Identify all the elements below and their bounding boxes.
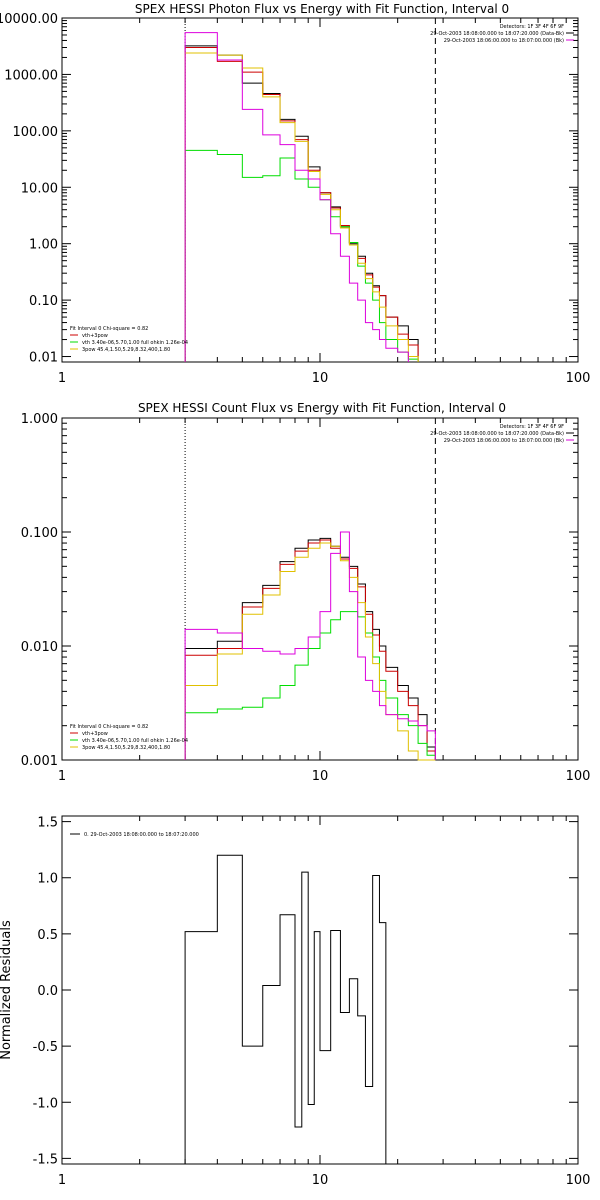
legend-right-entry: 29-Oct-2003 18:08:00.000 to 18:07:20.000… — [430, 31, 564, 37]
y-tick-label: 0.01 — [29, 351, 58, 366]
legend-right-entry: 29-Oct-2003 18:06:00.000 to 18:07:00.000… — [444, 38, 564, 44]
legend-left-entry: Fit Interval 0 Chi-square = 0.82 — [70, 724, 148, 730]
panel1-title: SPEX HESSI Photon Flux vs Energy with Fi… — [135, 2, 509, 16]
residuals-ylabel: Normalized Residuals — [0, 920, 14, 1060]
y-tick-label: -1.0 — [33, 1096, 58, 1111]
y-tick-label: 10.00 — [21, 181, 58, 196]
x-tick-label: 100 — [566, 371, 591, 386]
y-tick-label: 0.5 — [37, 928, 58, 943]
x-tick-label: 100 — [566, 1173, 591, 1188]
panel2-title: SPEX HESSI Count Flux vs Energy with Fit… — [138, 401, 506, 415]
x-tick-label: 1 — [58, 1173, 66, 1188]
residuals-panel: Normalized Residuals 1 10 100 -1.5 -1.0 -0.5 0… — [0, 815, 591, 1188]
y-tick-label: -0.5 — [33, 1040, 58, 1055]
series-bk — [184, 32, 409, 362]
y-tick-label: 0.100 — [21, 526, 58, 541]
series-residuals — [184, 854, 387, 1164]
legend-left-entry: vth 3.40e-06,5.70,1.00 full ohkin 1.26e-… — [82, 738, 188, 744]
x-tick-label: 1 — [58, 371, 66, 386]
y-tick-label: 1.00 — [29, 238, 58, 253]
y-tick-label: 100.00 — [13, 125, 59, 140]
y-tick-label: 0.010 — [21, 640, 58, 655]
count-flux-panel: SPEX HESSI Count Flux vs Energy with Fit… — [21, 401, 591, 784]
panel2-plot-frame — [61, 417, 579, 761]
y-tick-label: 1.000 — [21, 412, 58, 427]
legend-left-entry: 3pow 45.4,1.50,5.29,8.32,400,1.80 — [82, 347, 170, 353]
legend-right-entry: 29-Oct-2003 18:08:00.000 to 18:07:20.000… — [430, 431, 564, 437]
series-data-bk — [184, 45, 419, 362]
x-tick-label: 1 — [58, 769, 66, 784]
series-vth-3pow — [184, 47, 419, 362]
legend-right-entry: Detectors: 1F 3F 4F 6F 9F — [500, 424, 564, 430]
series-vth — [184, 149, 419, 362]
photon-flux-panel: SPEX HESSI Photon Flux vs Energy with Fi… — [0, 2, 590, 386]
y-tick-label: 1000.00 — [4, 68, 58, 83]
y-tick-label: 1.5 — [37, 816, 58, 831]
series-bk — [184, 531, 436, 760]
y-tick-label: 10000.00 — [0, 12, 58, 27]
legend-right-entry: Detectors: 1F 3F 4F 6F 9F — [500, 24, 564, 30]
legend-left-entry: vth+3pow — [82, 731, 108, 737]
legend-left-entry: 0. 29-Oct-2003 18:08:00.000 to 18:07:20.… — [84, 832, 199, 838]
legend-right-entry: 29-Oct-2003 18:06:00.000 to 18:07:00.000… — [444, 438, 564, 444]
x-tick-label: 10 — [312, 1173, 329, 1188]
y-tick-label: 0.10 — [29, 294, 58, 309]
y-tick-label: 0.0 — [37, 984, 58, 999]
series-3pow — [184, 542, 436, 761]
legend-left-entry: vth+3pow — [82, 333, 108, 339]
x-tick-label: 10 — [312, 371, 329, 386]
y-tick-label: 1.0 — [37, 872, 58, 887]
legend-left-entry: vth 3.40e-06,5.70,1.00 full ohkin 1.26e-… — [82, 340, 188, 346]
x-tick-label: 10 — [312, 769, 329, 784]
y-tick-label: -1.5 — [33, 1152, 58, 1167]
y-tick-label: 0.001 — [21, 754, 58, 769]
x-tick-label: 100 — [566, 769, 591, 784]
legend-left-entry: Fit Interval 0 Chi-square = 0.82 — [70, 326, 148, 332]
legend-left-entry: 3pow 45.4,1.50,5.29,8.32,400,1.80 — [82, 745, 170, 751]
series-3pow — [184, 52, 419, 362]
